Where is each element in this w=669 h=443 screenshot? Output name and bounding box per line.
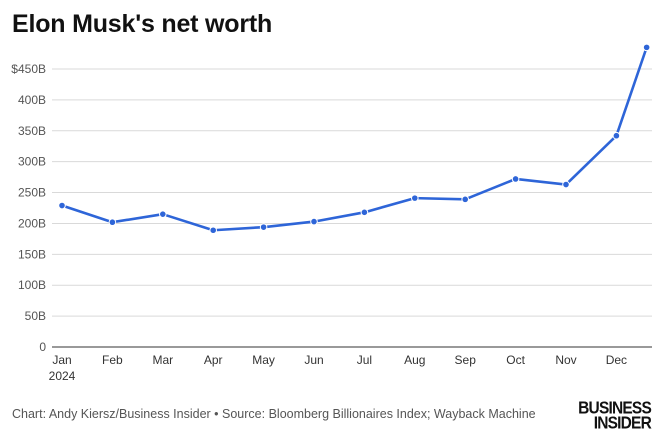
gridlines: [52, 68, 652, 348]
x-tick-label: Mar: [152, 353, 173, 367]
x-tick-label: Dec: [606, 353, 627, 367]
business-insider-logo: BUSINESS INSIDER: [578, 398, 652, 434]
data-point: [461, 195, 470, 204]
x-tick-label: Jul: [357, 353, 372, 367]
logo-line-2: INSIDER: [593, 413, 652, 434]
line-chart: 0 50B 100B 150B 200B 250B 300B 350B 400B $450B Ja…: [11, 43, 652, 383]
logo-line-1: BUSINESS: [578, 398, 652, 419]
x-tick-label: Feb: [102, 353, 123, 367]
x-tick-label: Sep: [455, 353, 477, 367]
y-tick-label: 150B: [18, 247, 46, 261]
data-point: [108, 218, 117, 227]
y-tick-label: 0: [39, 340, 46, 354]
x-tick-label: Jun: [304, 353, 323, 367]
data-point: [612, 131, 621, 140]
y-tick-labels: 0 50B 100B 150B 200B 250B 300B 350B 400B $450B: [11, 62, 46, 354]
x-tick-label: Oct: [506, 353, 525, 367]
x-tick-label: 2024: [49, 369, 76, 383]
data-point: [209, 226, 217, 235]
x-tick-label: Apr: [204, 353, 223, 367]
y-tick-label: 300B: [18, 155, 46, 169]
series-net-worth: [58, 43, 651, 235]
x-tick-label: Nov: [555, 353, 576, 367]
data-point: [58, 201, 66, 210]
y-tick-label: $450B: [11, 62, 46, 76]
y-tick-label: 250B: [18, 186, 46, 200]
data-point: [642, 43, 651, 52]
y-tick-label: 400B: [18, 93, 46, 107]
y-tick-label: 100B: [18, 278, 46, 292]
data-point: [259, 223, 268, 231]
x-tick-label: May: [252, 353, 275, 367]
source-footer: Chart: Andy Kiersz/Business Insider • So…: [12, 407, 536, 421]
data-point: [511, 175, 520, 183]
data-point: [562, 180, 570, 189]
data-point: [411, 194, 419, 202]
y-tick-label: 350B: [18, 124, 46, 138]
x-tick-label: Aug: [404, 353, 425, 367]
data-point: [360, 208, 369, 217]
y-tick-label: 50B: [25, 309, 46, 323]
x-tick-labels: Jan 2024 Feb Mar Apr May Jun Jul Aug Sep Oct Nov Dec: [49, 353, 627, 383]
data-point: [310, 217, 318, 226]
data-point: [159, 210, 167, 218]
x-tick-label: Jan: [52, 353, 71, 367]
y-tick-label: 200B: [18, 216, 46, 230]
series-line: [60, 46, 648, 232]
chart-title: Elon Musk's net worth: [12, 10, 273, 38]
